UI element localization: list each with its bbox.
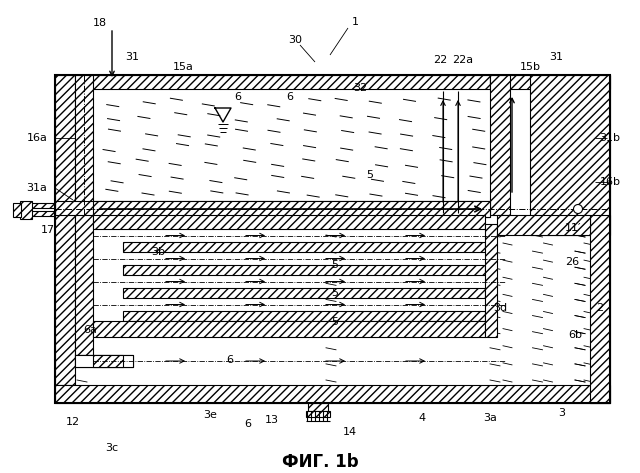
- Bar: [497, 215, 590, 235]
- Bar: [30, 211, 55, 216]
- Text: 5: 5: [332, 317, 339, 327]
- Text: 32: 32: [353, 83, 367, 93]
- Text: 6: 6: [234, 92, 241, 102]
- Bar: [590, 215, 610, 403]
- Text: 3a: 3a: [483, 413, 497, 423]
- Bar: [530, 75, 610, 235]
- Bar: [55, 75, 490, 89]
- Bar: [93, 215, 485, 229]
- Text: 22: 22: [433, 55, 447, 65]
- Bar: [123, 229, 485, 242]
- Text: 16a: 16a: [27, 133, 47, 143]
- Text: 5: 5: [332, 260, 339, 270]
- Text: 6a: 6a: [83, 325, 97, 335]
- Text: ФИГ. 1b: ФИГ. 1b: [282, 453, 358, 471]
- Text: 17: 17: [41, 225, 55, 235]
- Bar: [75, 355, 133, 367]
- Text: 6: 6: [244, 419, 252, 429]
- Text: 11′: 11′: [564, 223, 581, 233]
- Text: 6b: 6b: [568, 330, 582, 340]
- Bar: [13, 203, 21, 217]
- Bar: [93, 355, 123, 367]
- Text: 18: 18: [93, 18, 107, 28]
- Bar: [55, 75, 75, 215]
- Bar: [55, 215, 75, 385]
- Bar: [75, 355, 133, 367]
- Bar: [123, 288, 485, 298]
- Bar: [510, 89, 530, 213]
- Text: 3d: 3d: [493, 303, 507, 313]
- Text: 3c: 3c: [106, 443, 118, 453]
- Text: 3b: 3b: [151, 247, 165, 257]
- Text: 12: 12: [66, 417, 80, 427]
- Bar: [75, 215, 93, 355]
- Text: 13: 13: [265, 415, 279, 425]
- Text: 2: 2: [596, 303, 604, 313]
- Bar: [490, 75, 510, 215]
- Bar: [55, 75, 610, 403]
- Text: 3: 3: [559, 408, 566, 418]
- Bar: [93, 321, 485, 337]
- Text: 5: 5: [332, 288, 339, 298]
- Text: 14: 14: [343, 427, 357, 437]
- Text: 4: 4: [419, 413, 426, 423]
- Bar: [55, 201, 490, 217]
- Bar: [93, 89, 490, 201]
- Text: 15a: 15a: [173, 62, 193, 72]
- Text: 31: 31: [549, 52, 563, 62]
- Text: 31: 31: [125, 52, 139, 62]
- Text: 3e: 3e: [203, 410, 217, 420]
- Bar: [75, 75, 93, 215]
- Bar: [123, 242, 485, 252]
- Text: 6: 6: [227, 355, 234, 365]
- Bar: [123, 311, 485, 321]
- Text: 1: 1: [351, 17, 358, 27]
- Bar: [123, 298, 485, 311]
- Bar: [30, 203, 55, 208]
- Text: 31a: 31a: [27, 183, 47, 193]
- Text: 31b: 31b: [600, 133, 621, 143]
- Bar: [490, 75, 610, 89]
- Bar: [93, 201, 490, 217]
- Bar: [497, 235, 590, 385]
- Bar: [93, 337, 485, 385]
- Text: 5: 5: [367, 170, 374, 180]
- Bar: [485, 224, 497, 337]
- Text: 6: 6: [287, 92, 294, 102]
- Text: 22a: 22a: [452, 55, 474, 65]
- Bar: [55, 385, 610, 403]
- Text: 15b: 15b: [520, 62, 541, 72]
- Bar: [306, 411, 330, 417]
- Bar: [123, 252, 485, 265]
- Bar: [123, 265, 485, 275]
- Text: 30: 30: [288, 35, 302, 45]
- Text: 16b: 16b: [600, 177, 621, 187]
- Bar: [308, 403, 328, 411]
- Circle shape: [573, 204, 582, 213]
- Text: 26: 26: [565, 257, 579, 267]
- Bar: [20, 201, 32, 219]
- Bar: [123, 275, 485, 288]
